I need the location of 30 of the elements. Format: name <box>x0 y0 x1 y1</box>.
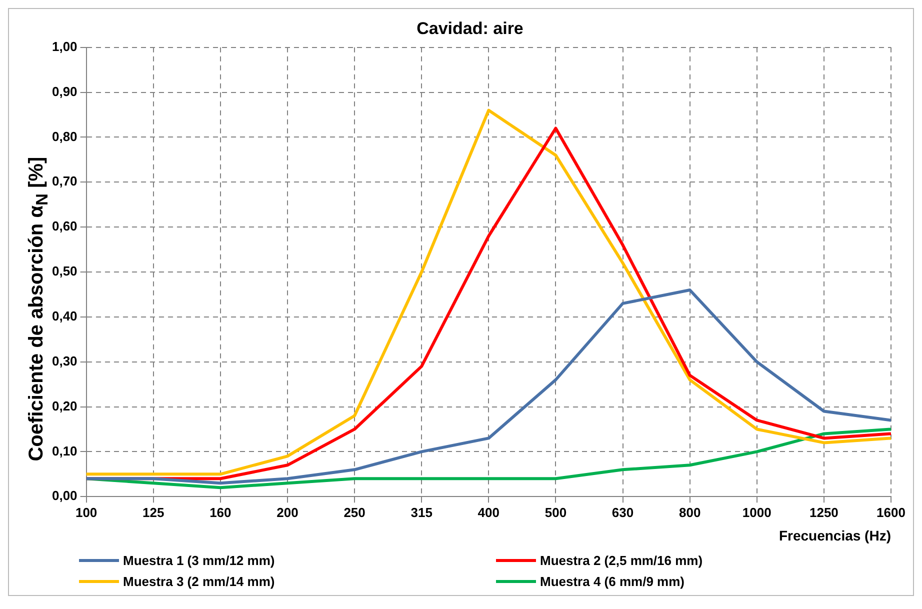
x-tick-label: 200 <box>276 504 298 520</box>
x-tick-label: 1000 <box>742 504 772 520</box>
y-tick-label: 0,10 <box>52 443 78 458</box>
y-tick-label: 0,60 <box>52 218 78 234</box>
x-tick-label: 1600 <box>876 504 906 520</box>
x-tick-label: 1250 <box>809 504 838 520</box>
y-tick-label: 1,00 <box>52 38 78 54</box>
legend-label: Muestra 1 (3 mm/12 mm) <box>123 553 275 568</box>
x-tick-label: 160 <box>210 504 232 520</box>
legend-label: Muestra 3 (2 mm/14 mm) <box>123 574 275 589</box>
x-tick-label: 500 <box>544 504 567 520</box>
x-tick-label: 125 <box>142 504 164 520</box>
chart-title: Cavidad: aire <box>416 18 524 38</box>
x-tick-label: 800 <box>678 504 701 520</box>
y-tick-label: 0,20 <box>52 398 78 414</box>
y-tick-label: 0,50 <box>52 264 78 279</box>
legend-label: Muestra 2 (2,5 mm/16 mm) <box>540 553 703 568</box>
x-tick-label: 100 <box>75 504 98 520</box>
y-tick-label: 0,00 <box>52 488 78 504</box>
x-tick-label: 630 <box>612 504 634 520</box>
x-axis-title: Frecuencias (Hz) <box>778 527 891 544</box>
y-tick-label: 0,30 <box>52 353 78 368</box>
y-tick-label: 0,90 <box>52 84 78 99</box>
y-tick-label: 0,40 <box>52 308 78 324</box>
x-tick-label: 400 <box>478 504 500 520</box>
x-tick-label: 315 <box>410 504 432 520</box>
x-tick-label: 250 <box>344 504 366 520</box>
y-tick-label: 0,70 <box>52 174 78 189</box>
y-tick-label: 0,80 <box>52 128 78 144</box>
legend-label: Muestra 4 (6 mm/9 mm) <box>540 574 684 589</box>
